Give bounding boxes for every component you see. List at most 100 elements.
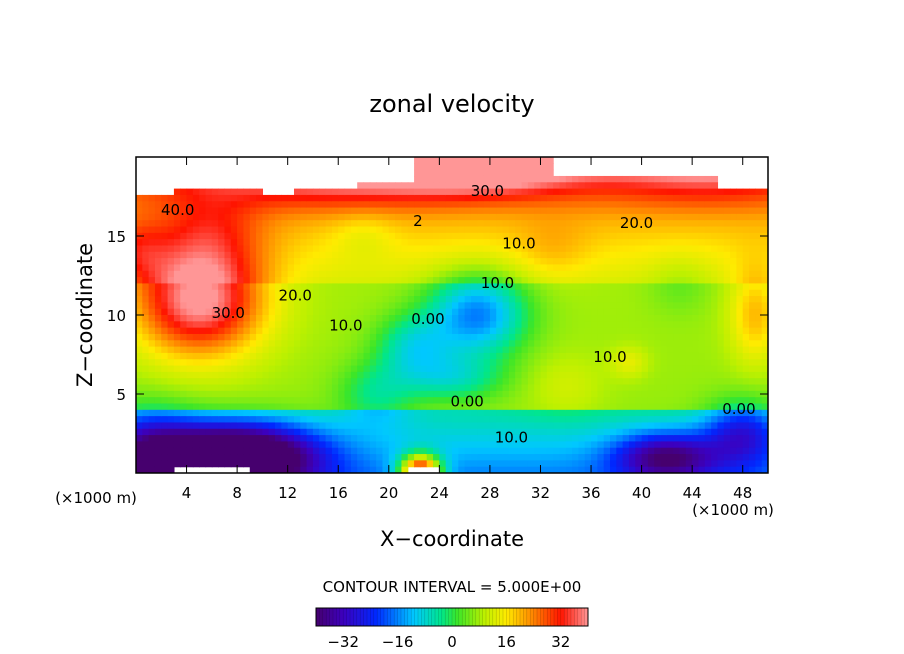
field-cell [249, 321, 257, 329]
field-cell [136, 378, 143, 386]
field-cell [211, 460, 219, 468]
field-cell [540, 428, 548, 436]
field-cell [445, 264, 453, 272]
field-cell [521, 371, 529, 379]
colorbar-segment [316, 608, 320, 626]
field-cell [237, 422, 245, 430]
field-cell [154, 409, 162, 417]
field-cell [546, 409, 554, 417]
field-cell [685, 352, 693, 360]
field-cell [572, 340, 579, 348]
field-cell [338, 239, 346, 247]
field-cell [742, 327, 750, 335]
field-cell [161, 397, 169, 405]
field-cell [180, 460, 188, 468]
field-cell [565, 213, 573, 221]
field-cell [717, 201, 725, 209]
field-cell [666, 371, 674, 379]
field-cell [173, 384, 181, 392]
field-cell [635, 447, 643, 455]
field-cell [502, 352, 510, 360]
field-cell [489, 201, 497, 209]
field-cell [565, 340, 573, 348]
field-cell [433, 201, 440, 209]
field-cell [414, 403, 421, 411]
field-cell [350, 409, 358, 417]
field-cell [458, 321, 466, 329]
field-cell [395, 239, 403, 247]
field-cell [439, 157, 447, 164]
field-cell [521, 163, 529, 171]
field-cell [445, 207, 453, 215]
field-cell [761, 283, 768, 291]
field-cell [344, 365, 352, 373]
field-cell [704, 239, 712, 247]
field-cell [540, 422, 548, 430]
field-cell [382, 251, 390, 259]
field-cell [458, 188, 466, 196]
field-cell [584, 201, 592, 209]
field-cell [742, 283, 750, 291]
field-cell [262, 428, 270, 436]
field-cell [433, 403, 440, 411]
field-cell [199, 384, 207, 392]
field-cell [154, 232, 162, 240]
field-cell [224, 245, 232, 253]
field-cell [325, 378, 333, 386]
field-cell [452, 163, 459, 171]
field-cell [654, 213, 662, 221]
field-cell [312, 428, 320, 436]
field-cell [647, 239, 655, 247]
field-cell [578, 270, 586, 278]
field-cell [237, 277, 245, 284]
field-cell [730, 435, 737, 442]
field-cell [470, 270, 478, 278]
field-cell [717, 315, 725, 322]
field-cell [407, 213, 415, 221]
field-cell [388, 251, 396, 259]
field-cell [597, 264, 605, 272]
field-cell [489, 226, 497, 234]
field-cell [312, 321, 320, 329]
field-cell [483, 454, 491, 461]
field-cell [603, 315, 611, 322]
field-cell [527, 403, 535, 411]
field-cell [180, 226, 188, 234]
field-cell [167, 340, 175, 348]
field-cell [256, 441, 263, 449]
field-cell [464, 378, 472, 386]
field-cell [344, 308, 352, 316]
field-cell [180, 213, 188, 221]
field-cell [685, 321, 693, 329]
field-cell [154, 340, 162, 348]
field-cell [565, 194, 573, 202]
field-cell [489, 371, 497, 379]
field-cell [249, 327, 257, 335]
field-cell [584, 258, 592, 266]
field-cell [154, 277, 162, 284]
field-cell [186, 447, 194, 455]
field-cell [414, 239, 421, 247]
field-cell [350, 201, 358, 209]
field-cell [445, 245, 453, 253]
field-cell [199, 245, 207, 253]
field-cell [325, 289, 333, 297]
field-cell [489, 378, 497, 386]
field-cell [679, 258, 687, 266]
field-cell [736, 466, 744, 473]
field-cell [192, 327, 200, 335]
field-cell [565, 277, 573, 284]
field-cell [401, 403, 409, 411]
field-cell [515, 232, 523, 240]
field-cell [761, 422, 768, 430]
field-cell [142, 390, 150, 398]
field-cell [161, 239, 169, 247]
field-cell [154, 315, 162, 322]
field-cell [578, 296, 586, 303]
field-cell [433, 384, 440, 392]
field-cell [401, 302, 409, 310]
field-cell [256, 321, 263, 329]
field-cell [331, 466, 339, 473]
field-cell [426, 447, 434, 455]
field-cell [483, 466, 491, 473]
